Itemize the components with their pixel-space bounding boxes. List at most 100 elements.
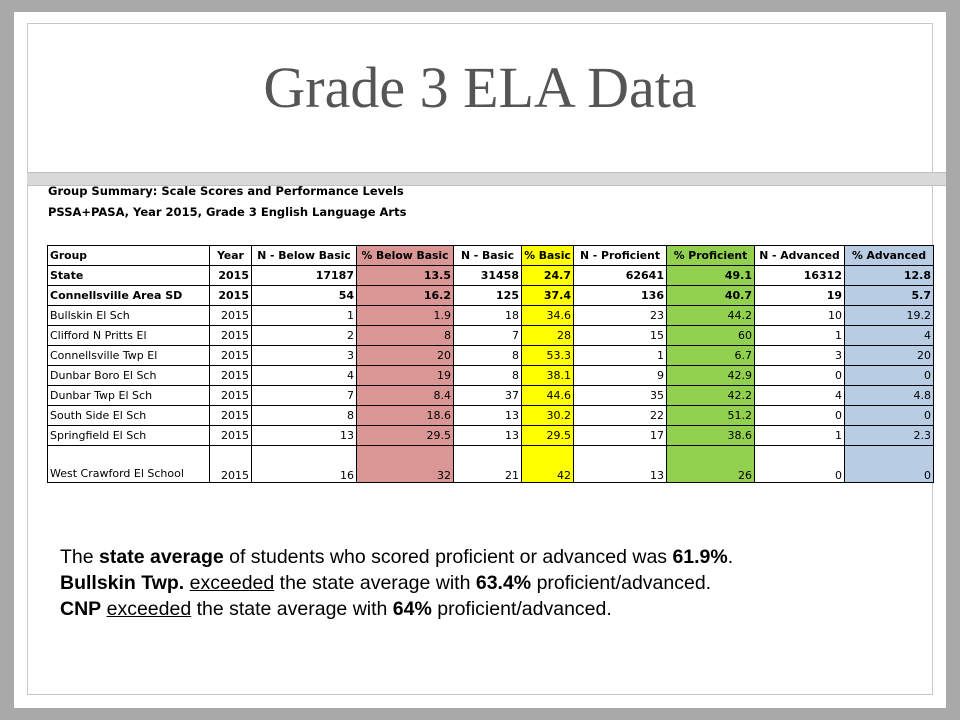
cell-pct-proficient: 42.2 (666, 385, 755, 406)
cell-n-advanced: 1 (754, 425, 845, 446)
emphasis-cnp-percent: 64% (392, 598, 432, 620)
cell-pct-proficient: 44.2 (666, 305, 755, 326)
cell-pct-below-basic: 1.9 (356, 305, 454, 326)
slide-title: Grade 3 ELA Data (263, 55, 697, 120)
cell-group: Springfield El Sch (47, 425, 210, 446)
emphasis-state-average: state average (99, 546, 224, 568)
cell-group: Connellsville Twp El (47, 345, 210, 366)
text-span: the state average with (191, 598, 393, 620)
cell-group: Connellsville Area SD (47, 285, 210, 306)
cell-n-below-basic: 8 (251, 405, 357, 426)
cell-group: Dunbar Twp El Sch (47, 385, 210, 406)
table-row: Springfield El Sch 2015 13 29.5 13 29.5 … (47, 425, 934, 446)
cell-pct-advanced: 20 (844, 345, 934, 366)
cell-n-proficient: 9 (573, 365, 667, 386)
header-year: Year (209, 245, 252, 266)
cell-n-below-basic: 4 (251, 365, 357, 386)
cell-n-proficient: 22 (573, 405, 667, 426)
cell-pct-proficient: 42.9 (666, 365, 755, 386)
table-row: State 2015 17187 13.5 31458 24.7 62641 4… (47, 265, 934, 286)
cell-pct-basic: 24.7 (521, 265, 574, 286)
cell-pct-basic: 37.4 (521, 285, 574, 306)
cell-group: Dunbar Boro El Sch (47, 365, 210, 386)
cell-n-proficient: 35 (573, 385, 667, 406)
cell-n-basic: 7 (453, 325, 522, 346)
cell-pct-below-basic: 20 (356, 345, 454, 366)
summary-line-bullskin: Bullskin Twp. exceeded the state average… (60, 570, 733, 596)
underline-exceeded: exceeded (106, 598, 192, 620)
cell-n-proficient: 23 (573, 305, 667, 326)
cell-pct-below-basic: 8 (356, 325, 454, 346)
cell-group: Bullskin El Sch (47, 305, 210, 326)
cell-pct-advanced: 5.7 (844, 285, 934, 306)
cell-pct-advanced: 0 (844, 445, 934, 483)
table-header-row: Group Year N - Below Basic % Below Basic… (47, 245, 934, 266)
cell-n-advanced: 10 (754, 305, 845, 326)
table-caption-1: Group Summary: Scale Scores and Performa… (48, 184, 404, 198)
performance-table: Group Year N - Below Basic % Below Basic… (47, 245, 934, 483)
header-n-advanced: N - Advanced (754, 245, 845, 266)
table-row: Clifford N Pritts El 2015 2 8 7 28 15 60… (47, 325, 934, 346)
cell-pct-below-basic: 18.6 (356, 405, 454, 426)
cell-pct-basic: 28 (521, 325, 574, 346)
cell-pct-advanced: 4.8 (844, 385, 934, 406)
cell-n-advanced: 16312 (754, 265, 845, 286)
cell-n-below-basic: 1 (251, 305, 357, 326)
text-span: The (60, 546, 100, 568)
cell-n-proficient: 1 (573, 345, 667, 366)
cell-n-advanced: 19 (754, 285, 845, 306)
cell-pct-basic: 42 (521, 445, 574, 483)
cell-n-basic: 13 (453, 425, 522, 446)
cell-n-below-basic: 7 (251, 385, 357, 406)
summary-line-cnp: CNP exceeded the state average with 64% … (60, 596, 733, 622)
header-pct-basic: % Basic (521, 245, 574, 266)
text-span: the state average with (274, 572, 476, 594)
cell-pct-advanced: 2.3 (844, 425, 934, 446)
cell-year: 2015 (209, 285, 252, 306)
summary-text: The state average of students who scored… (60, 544, 733, 622)
cell-n-below-basic: 3 (251, 345, 357, 366)
cell-pct-below-basic: 13.5 (356, 265, 454, 286)
cell-group: State (47, 265, 210, 286)
cell-group: South Side El Sch (47, 405, 210, 426)
cell-pct-advanced: 0 (844, 405, 934, 426)
cell-n-advanced: 1 (754, 325, 845, 346)
cell-pct-below-basic: 16.2 (356, 285, 454, 306)
cell-n-basic: 37 (453, 385, 522, 406)
header-pct-proficient: % Proficient (666, 245, 755, 266)
cell-year: 2015 (209, 425, 252, 446)
cell-pct-proficient: 60 (666, 325, 755, 346)
emphasis-cnp: CNP (60, 598, 102, 620)
cell-n-proficient: 13 (573, 445, 667, 483)
cell-n-basic: 8 (453, 365, 522, 386)
cell-pct-proficient: 6.7 (666, 345, 755, 366)
cell-pct-proficient: 38.6 (666, 425, 755, 446)
header-n-proficient: N - Proficient (573, 245, 667, 266)
table-row: Bullskin El Sch 2015 1 1.9 18 34.6 23 44… (47, 305, 934, 326)
cell-pct-proficient: 51.2 (666, 405, 755, 426)
cell-n-proficient: 136 (573, 285, 667, 306)
cell-pct-below-basic: 19 (356, 365, 454, 386)
cell-group: West Crawford El School (47, 445, 210, 483)
cell-pct-basic: 44.6 (521, 385, 574, 406)
cell-pct-below-basic: 29.5 (356, 425, 454, 446)
cell-year: 2015 (209, 345, 252, 366)
header-n-basic: N - Basic (453, 245, 522, 266)
cell-n-basic: 21 (453, 445, 522, 483)
cell-pct-advanced: 12.8 (844, 265, 934, 286)
cell-group: Clifford N Pritts El (47, 325, 210, 346)
cell-year: 2015 (209, 365, 252, 386)
cell-n-proficient: 15 (573, 325, 667, 346)
header-n-below-basic: N - Below Basic (251, 245, 357, 266)
underline-exceeded: exceeded (189, 572, 275, 594)
cell-pct-basic: 34.6 (521, 305, 574, 326)
table-row: Connellsville Area SD 2015 54 16.2 125 3… (47, 285, 934, 306)
text-span: proficient/advanced. (531, 572, 712, 594)
emphasis-state-percent: 61.9% (672, 546, 728, 568)
table-row: Dunbar Boro El Sch 2015 4 19 8 38.1 9 42… (47, 365, 934, 386)
cell-pct-basic: 53.3 (521, 345, 574, 366)
header-group: Group (47, 245, 210, 266)
cell-pct-below-basic: 32 (356, 445, 454, 483)
cell-year: 2015 (209, 385, 252, 406)
cell-n-below-basic: 54 (251, 285, 357, 306)
